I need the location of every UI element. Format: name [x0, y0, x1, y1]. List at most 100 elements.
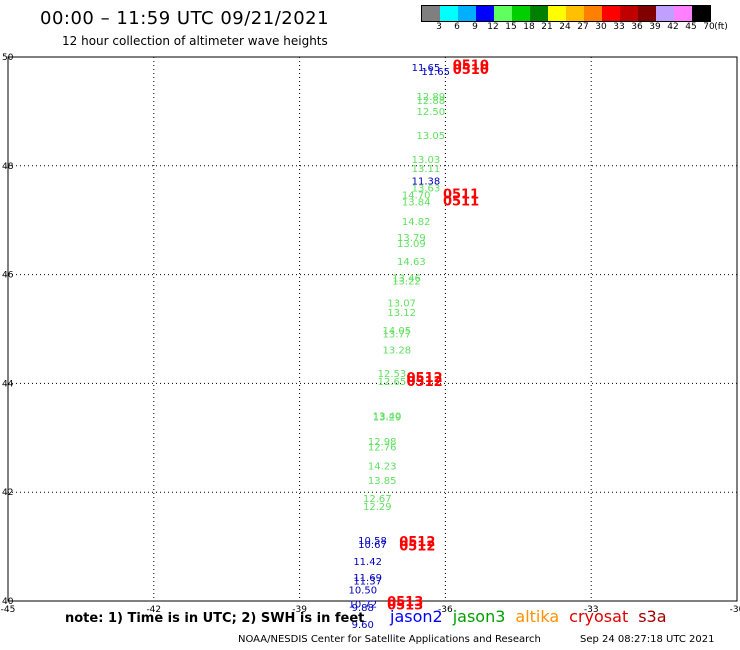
swh-label-jason2: 11.69 [353, 573, 382, 584]
swh-label-jason2: 10.50 [348, 585, 377, 596]
x-tick-label: -39 [292, 605, 307, 615]
legend-swatch [674, 6, 692, 21]
legend-swatch [566, 6, 584, 21]
swh-label-jason3: 12.76 [368, 442, 397, 453]
swh-label-jason3: 13.84 [402, 198, 431, 209]
swh-label-jason3: 12.29 [363, 502, 392, 513]
swh-label-jason3: 13.03 [412, 155, 441, 166]
credit-line: NOAA/NESDIS Center for Satellite Applica… [238, 634, 541, 645]
legend-tick-label: 30 [595, 22, 607, 32]
timestamp: Sep 24 08:27:18 UTC 2021 [580, 634, 715, 645]
legend-swatch [476, 6, 494, 21]
legend-swatch [620, 6, 638, 21]
x-tick-label: -45 [1, 605, 16, 615]
swh-label-jason2: 9.60 [352, 620, 374, 631]
legend-swatch [458, 6, 476, 21]
color-legend-ticks: 3 6 9 12 15 18 21 24 27 30 33 36 39 42 45 70 (ft) [421, 22, 740, 34]
legend-swatch [530, 6, 548, 21]
page-title: 00:00 – 11:59 UTC 09/21/2021 [40, 8, 330, 29]
swh-label-jason2: 11.65 [421, 67, 450, 78]
time-tag-label: 0512 [399, 539, 435, 554]
swh-label-jason2: 11.42 [353, 557, 382, 568]
legend-tick-label: 45 [685, 22, 697, 32]
swh-label-jason3: 13.11 [412, 164, 441, 175]
legend-swatch [548, 6, 566, 21]
swh-label-jason3: 13.12 [387, 308, 416, 319]
swh-label-jason3: 12.65 [378, 377, 407, 388]
legend-tick-label: 39 [649, 22, 661, 32]
swh-label-jason2: 10.72 [348, 600, 377, 611]
time-tag-label: 0511 [443, 195, 479, 210]
swh-label-jason3: 14.82 [402, 217, 431, 228]
swh-label-jason2: 9.88 [352, 603, 374, 614]
swh-label-jason3: 14.63 [397, 257, 426, 268]
swh-label-jason3: 12.98 [368, 437, 397, 448]
plot-frame [7, 56, 738, 602]
y-tick-label: 44 [2, 379, 14, 389]
swh-label-jason3: 13.05 [416, 131, 445, 142]
swh-label-jason3: 13.77 [382, 330, 411, 341]
swh-label-jason3: 12.50 [416, 107, 445, 118]
swh-label-jason3: 13.46 [392, 274, 421, 285]
y-tick-label: 40 [2, 597, 14, 607]
legend-swatch [584, 6, 602, 21]
swh-label-jason3: 12.89 [416, 92, 445, 103]
time-tag-label: 0513 [387, 599, 423, 614]
time-tag-label: 0510 [453, 59, 489, 74]
swh-label-jason2: 11.65 [412, 63, 441, 74]
color-legend-bar [421, 5, 711, 22]
legend-tick-label: 3 [436, 22, 442, 32]
satellite-legend-jason2: jason2 [390, 607, 443, 626]
satellite-legend-cryosat: cryosat [569, 607, 629, 626]
legend-swatch [638, 6, 656, 21]
x-tick-label: -36 [438, 605, 453, 615]
legend-tick-label: 18 [523, 22, 535, 32]
legend-tick-label: 9 [472, 22, 478, 32]
satellite-legend-jason3: jason3 [452, 607, 506, 626]
satellite-legend-s3a: s3a [638, 607, 667, 626]
swh-label-jason2: 11.38 [412, 176, 441, 187]
legend-swatch [494, 6, 512, 21]
x-tick-label: -33 [584, 605, 599, 615]
legend-unit: (ft) [714, 22, 728, 32]
swh-label-jason3: 13.22 [392, 276, 421, 287]
time-tag-label: 0513 [387, 595, 423, 610]
page-subtitle: 12 hour collection of altimeter wave hei… [62, 34, 328, 48]
swh-label-jason2: 10.58 [358, 536, 387, 547]
x-tick-label: -42 [146, 605, 161, 615]
legend-swatch [422, 6, 440, 21]
y-tick-label: 50 [2, 53, 14, 63]
swh-label-jason3: 13.09 [397, 239, 426, 250]
swh-label-jason3: 12.88 [416, 96, 445, 107]
time-tag-label: 0512 [407, 371, 443, 386]
y-tick-label: 46 [2, 271, 14, 281]
legend-swatch [512, 6, 530, 21]
time-tag-label: 0511 [443, 187, 479, 202]
legend-tick-label: 24 [559, 22, 571, 32]
legend-tick-label: 21 [541, 22, 553, 32]
swh-label-jason3: 14.05 [382, 326, 411, 337]
time-tag-label: 0512 [399, 535, 435, 550]
legend-tick-label: 15 [505, 22, 517, 32]
swh-label-jason3: 12.67 [363, 494, 392, 505]
swh-label-jason3: 14.23 [368, 461, 397, 472]
swh-label-jason3: 13.85 [368, 476, 397, 487]
legend-tick-label: 27 [577, 22, 589, 32]
legend-swatch [656, 6, 674, 21]
swh-label-jason3: 13.63 [412, 183, 441, 194]
legend-tick-label: 70 [703, 22, 715, 32]
time-tag-label: 0510 [453, 63, 489, 78]
footer-note: note: 1) Time is in UTC; 2) SWH is in fe… [65, 611, 365, 626]
legend-tick-label: 36 [631, 22, 643, 32]
legend-tick-label: 33 [613, 22, 625, 32]
legend-swatch [602, 6, 620, 21]
swh-label-jason3: 13.07 [387, 299, 416, 310]
swh-label-jason2: 11.37 [353, 577, 382, 588]
legend-tick-label: 12 [487, 22, 499, 32]
y-tick-label: 48 [2, 162, 14, 172]
swh-label-jason3: 14.70 [402, 190, 431, 201]
time-tag-label: 0512 [407, 375, 443, 390]
legend-swatch [692, 6, 710, 21]
swh-label-jason3: 13.29 [373, 412, 402, 423]
